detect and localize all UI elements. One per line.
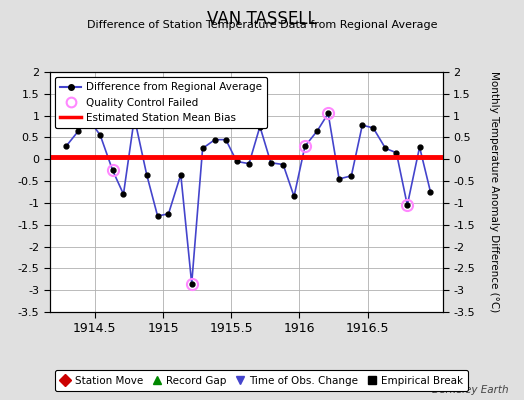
Text: VAN TASSELL: VAN TASSELL [207, 10, 317, 28]
Legend: Difference from Regional Average, Quality Control Failed, Estimated Station Mean: Difference from Regional Average, Qualit… [55, 77, 267, 128]
Text: Berkeley Earth: Berkeley Earth [432, 385, 508, 395]
Legend: Station Move, Record Gap, Time of Obs. Change, Empirical Break: Station Move, Record Gap, Time of Obs. C… [55, 370, 468, 391]
Text: Difference of Station Temperature Data from Regional Average: Difference of Station Temperature Data f… [87, 20, 437, 30]
Y-axis label: Monthly Temperature Anomaly Difference (°C): Monthly Temperature Anomaly Difference (… [489, 71, 499, 313]
